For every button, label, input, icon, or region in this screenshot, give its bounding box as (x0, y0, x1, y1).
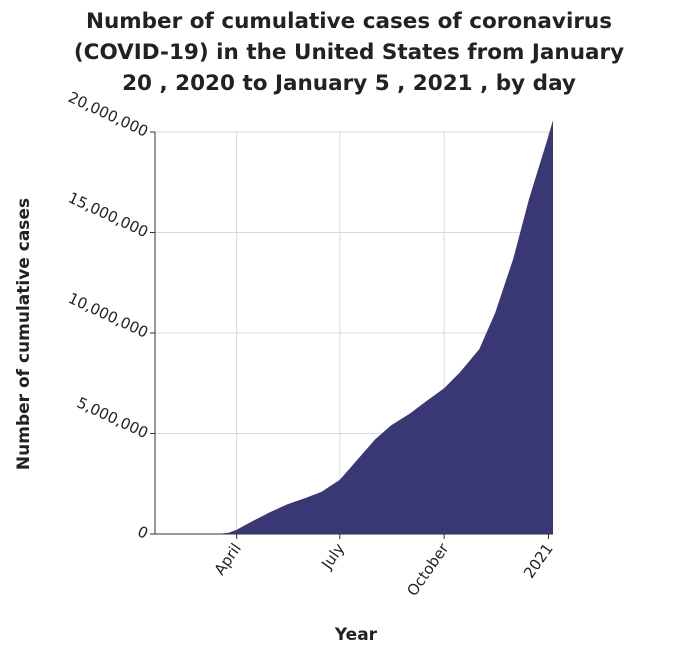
y-tick-label: 0 (135, 522, 151, 542)
chart-title: Number of cumulative cases of coronaviru… (73, 9, 625, 96)
x-tick-label: July (317, 540, 348, 573)
y-tick-label: 15,000,000 (65, 189, 150, 242)
y-axis-title: Number of cumulative cases (14, 198, 34, 470)
x-tick-label: October (403, 539, 453, 599)
x-tick-label: 2021 (520, 540, 557, 582)
x-axis-title: Year (334, 625, 378, 645)
x-tick-label: April (211, 540, 245, 578)
cumulative-cases-area (155, 119, 553, 534)
y-axis-ticks: 0 5,000,000 10,000,000 15,000,000 20,000,000 (65, 88, 155, 543)
y-tick-label: 20,000,000 (65, 88, 150, 141)
y-tick-label: 5,000,000 (74, 394, 151, 443)
y-tick-label: 10,000,000 (65, 289, 150, 342)
x-axis-ticks: April July October 2021 (211, 534, 557, 599)
